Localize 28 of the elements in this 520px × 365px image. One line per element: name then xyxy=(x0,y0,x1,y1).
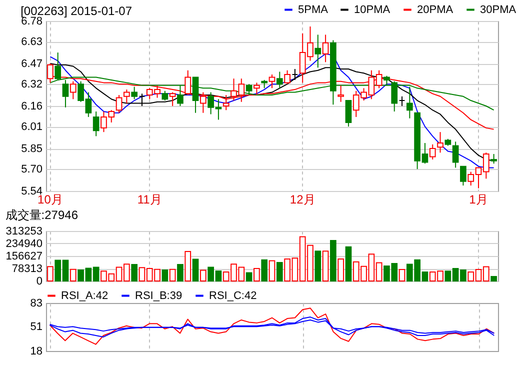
legend-label: 30PMA xyxy=(480,4,517,16)
y-tick-label: 6.01 xyxy=(21,121,42,134)
chart-title: 成交量:27946 xyxy=(5,208,78,222)
y-tick-label: 6.47 xyxy=(21,58,42,70)
y-tick-label: 18 xyxy=(30,346,42,358)
x-tick-label: 12月 xyxy=(290,192,316,206)
y-tick-label: 6.78 xyxy=(21,16,42,28)
x-tick-label: 1月 xyxy=(469,192,488,206)
y-tick-label: 5.85 xyxy=(21,143,42,155)
y-tick-label: 313253 xyxy=(6,226,42,238)
y-tick-label: 51 xyxy=(30,321,42,334)
y-tick-label: 5.70 xyxy=(21,164,42,176)
legend-label: 20PMA xyxy=(417,4,454,16)
legend-label: RSI_B:39 xyxy=(135,290,182,302)
chart-title: [002263] 2015-01-07 xyxy=(20,4,132,18)
legend-label: 5PMA xyxy=(298,4,329,16)
legend-label: RSI_C:42 xyxy=(209,290,257,302)
text: RSI_A:42 xyxy=(61,290,108,302)
y-tick-label: 6.63 xyxy=(21,36,42,48)
y-tick-label: 83 xyxy=(30,298,42,310)
y-tick-label: 6.32 xyxy=(21,78,42,91)
y-tick-label: 78313 xyxy=(12,263,42,275)
y-tick-label: 156627 xyxy=(6,250,42,262)
y-tick-label: 234940 xyxy=(6,238,42,250)
legend-label: 10PMA xyxy=(354,4,391,16)
y-tick-label: 0 xyxy=(36,276,42,288)
y-tick-label: 6.16 xyxy=(21,100,42,112)
x-tick-label: 11月 xyxy=(137,192,162,206)
